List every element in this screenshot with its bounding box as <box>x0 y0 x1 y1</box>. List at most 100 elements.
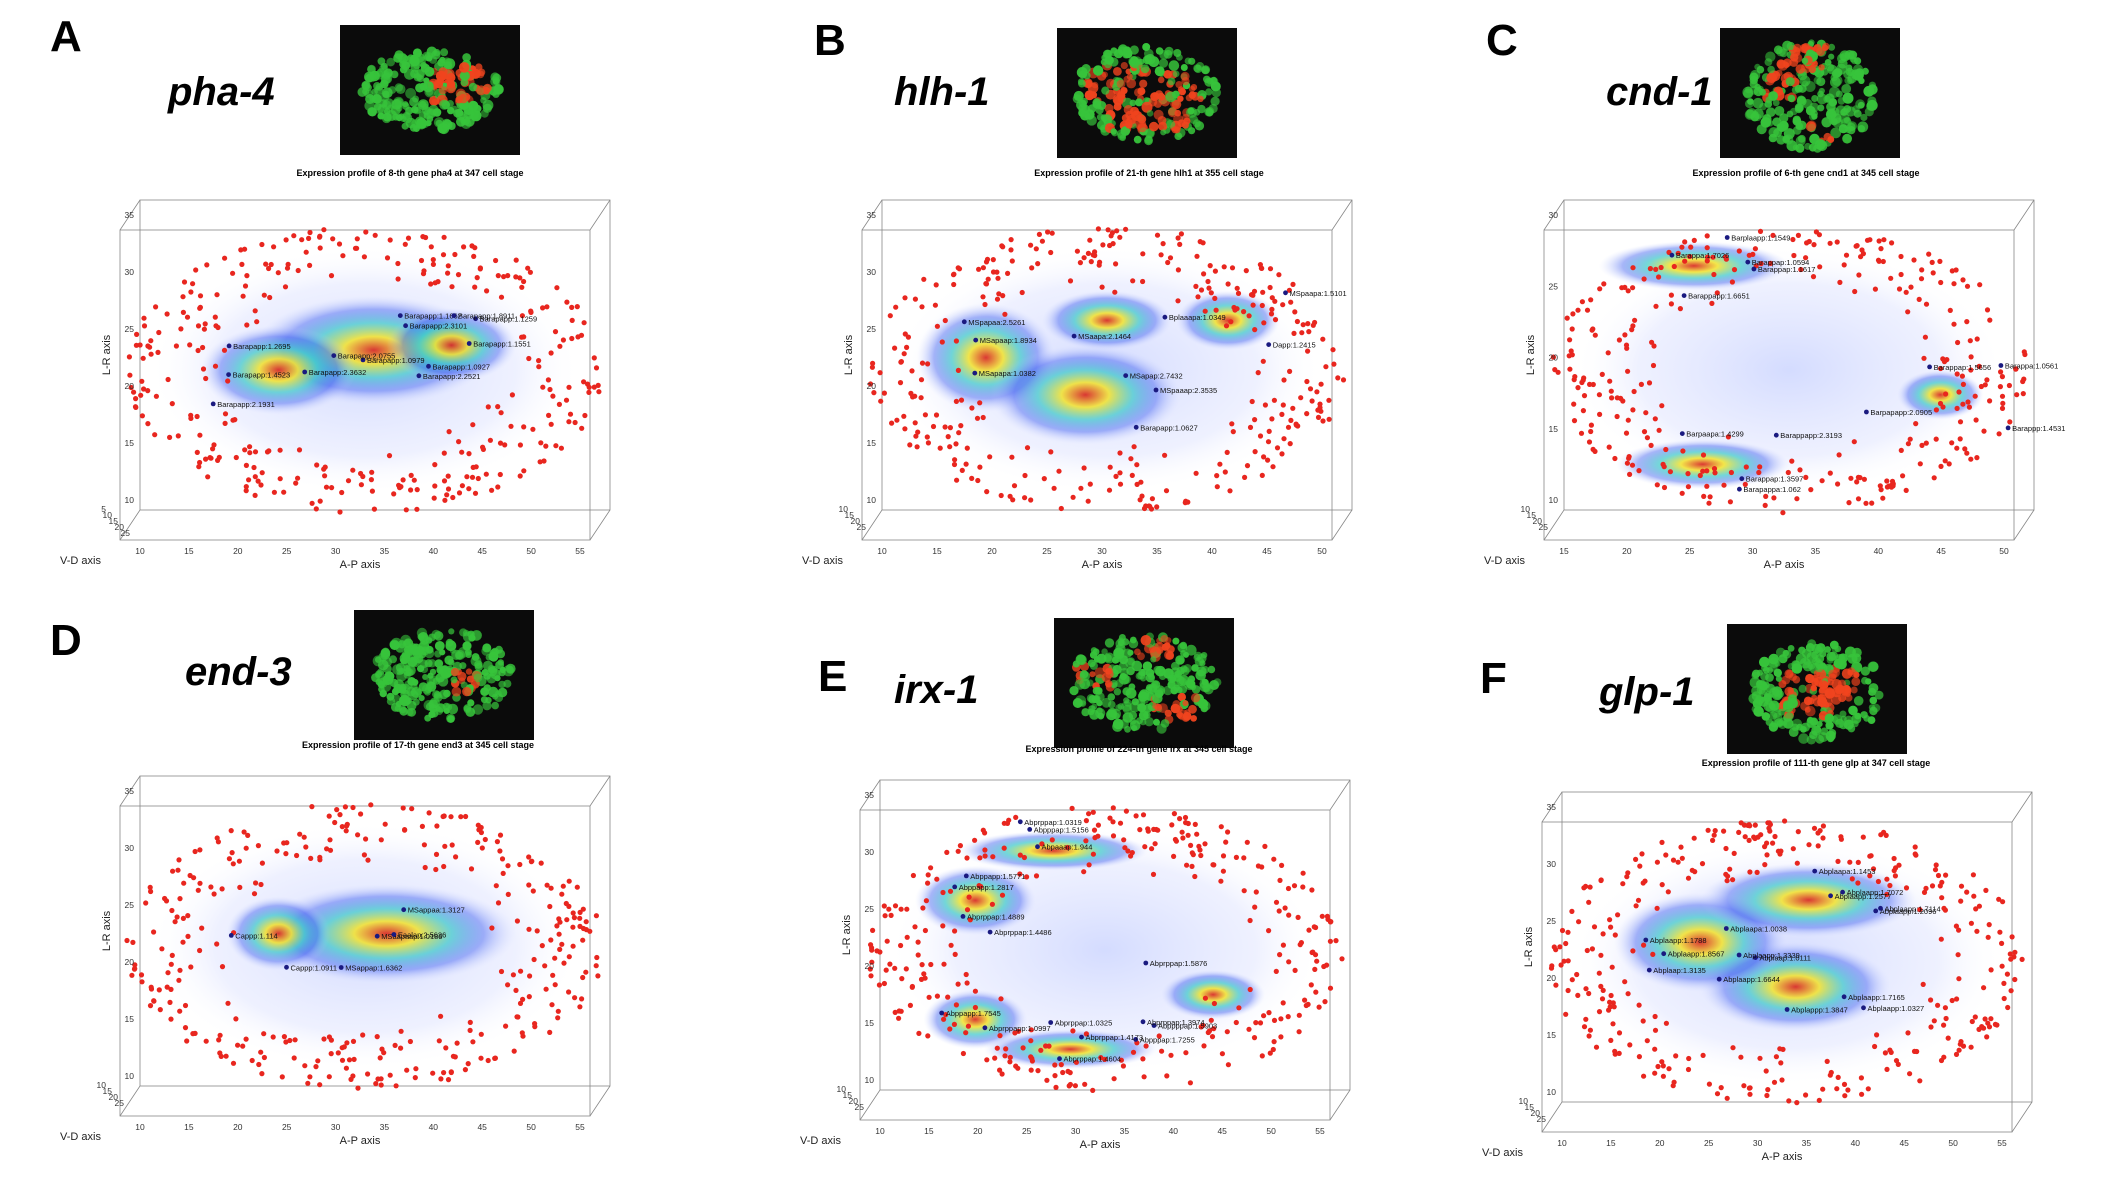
cell-label: Abprppap:1.4889 <box>967 912 1025 921</box>
x-tick-label: 40 <box>1851 1138 1861 1148</box>
y-tick-label: 15 <box>865 1018 875 1028</box>
cell-label: Barapapp:2.0755 <box>338 352 396 361</box>
y-tick-label: 20 <box>867 381 877 391</box>
cell-label: Barappap:1.0594 <box>1752 258 1810 267</box>
x-tick-label: 50 <box>526 546 536 556</box>
ap-axis-label: A-P axis <box>340 1135 381 1147</box>
vd-tick-label: 25 <box>1539 522 1549 532</box>
cell-label: Eaalap:2.5626 <box>398 931 446 940</box>
panel-letter: A <box>50 12 82 61</box>
y-tick-label: 35 <box>867 210 877 220</box>
ap-axis-label: A-P axis <box>1762 1151 1803 1163</box>
vd-tick-label: 15 <box>109 516 119 526</box>
cell-label: Abplaap:1.0111 <box>1760 954 1811 963</box>
vd-tick-label: 10 <box>1521 504 1531 514</box>
x-tick-label: 35 <box>380 546 390 556</box>
y-tick-label: 10 <box>865 1075 875 1085</box>
y-tick-label: 20 <box>1547 973 1557 983</box>
microscope-image <box>354 610 534 740</box>
x-tick-label: 40 <box>1207 546 1217 556</box>
x-tick-label: 20 <box>1622 546 1632 556</box>
vd-tick-label: 20 <box>1533 516 1543 526</box>
microscope-image <box>1720 28 1900 158</box>
cell-label: Abprppap:1.0325 <box>1055 1019 1113 1028</box>
cell-label: Barapapp:2.3632 <box>309 368 367 377</box>
cell-label: Abprppap:1.0319 <box>1024 818 1082 827</box>
cell-label: Barappa:1.7026 <box>1676 251 1729 260</box>
cell-label: Barappa:1.0561 <box>2005 362 2058 371</box>
x-tick-label: 30 <box>1097 546 1107 556</box>
x-tick-label: 30 <box>331 1122 341 1132</box>
x-tick-label: 40 <box>1874 546 1884 556</box>
cell-label: MSappap:1.6362 <box>345 964 402 973</box>
x-tick-label: 25 <box>1704 1138 1714 1148</box>
y-tick-label: 30 <box>865 847 875 857</box>
cell-label: Abppppap:1.5903 <box>1158 1022 1217 1031</box>
panel-letter: E <box>818 652 848 701</box>
y-tick-label: 10 <box>867 495 877 505</box>
ap-axis-label: A-P axis <box>1764 559 1805 571</box>
lr-axis-label: L-R axis <box>101 910 113 951</box>
cell-label: Barappap:1.3597 <box>1746 475 1804 484</box>
cell-label: Dapp:1.2415 <box>1273 341 1316 350</box>
x-tick-label: 30 <box>331 546 341 556</box>
gene-name: glp-1 <box>1599 670 1695 714</box>
cell-label: MSpaaap:2.3535 <box>1160 386 1217 395</box>
x-tick-label: 25 <box>1022 1126 1032 1136</box>
x-tick-label: 25 <box>282 1122 292 1132</box>
cell-label: Barapapp:1.0927 <box>433 362 491 371</box>
cell-label: Barapapp:2.2521 <box>423 372 481 381</box>
cell-label: Barappap:1.5656 <box>1934 363 1992 372</box>
vd-tick-label: 15 <box>1525 1102 1535 1112</box>
x-tick-label: 30 <box>1753 1138 1763 1148</box>
panel-letter: F <box>1480 654 1507 703</box>
plot-title: Expression profile of 17-th gene end3 at… <box>301 740 535 750</box>
cell-label: Abpppap:1.5156 <box>1034 825 1089 834</box>
cell-label: Abplappp:1.3847 <box>1791 1006 1848 1015</box>
ap-axis-label: A-P axis <box>1082 559 1123 571</box>
cell-label: Abprppap:1.4486 <box>994 928 1052 937</box>
cell-label: Abplaapp:1.1788 <box>1650 936 1707 945</box>
panel-letter: D <box>50 616 82 665</box>
lr-axis-label: L-R axis <box>841 914 853 955</box>
cell-label: Barapapp:1.1662 <box>404 312 462 321</box>
lr-axis-label: L-R axis <box>1523 926 1535 967</box>
vd-tick-label: 15 <box>845 510 855 520</box>
lr-axis-label: L-R axis <box>1525 334 1537 375</box>
cell-label: Abppapp:1.7545 <box>946 1009 1001 1018</box>
cell-label: Abpaaap:1.944 <box>1042 843 1093 852</box>
y-tick-label: 20 <box>1549 353 1559 363</box>
x-tick-label: 45 <box>477 1122 487 1132</box>
vd-tick-label: 25 <box>857 522 867 532</box>
vd-tick-label: 15 <box>103 1086 113 1096</box>
cell-label: Abplaapp:1.0327 <box>1868 1004 1925 1013</box>
expression-plot: Barappapp:1.6651 Barappap:1.3597 Barappp:1… <box>1484 180 2084 580</box>
x-tick-label: 10 <box>135 1122 145 1132</box>
y-tick-label: 25 <box>125 324 135 334</box>
cell-label: Abplaapp:1.7072 <box>1847 888 1904 897</box>
y-tick-label: 15 <box>1549 424 1559 434</box>
cell-label: Barapapp:1.8911 <box>458 312 515 321</box>
panel-a: A pha-4 Expression profile of 8-th gene … <box>0 0 707 596</box>
vd-axis-label: V-D axis <box>60 1131 101 1143</box>
x-tick-label: 10 <box>135 546 145 556</box>
y-tick-label: 15 <box>125 438 135 448</box>
y-tick-label: 35 <box>1547 802 1557 812</box>
vd-tick-label: 25 <box>121 528 131 538</box>
x-tick-label: 10 <box>1557 1138 1567 1148</box>
cell-label: Barpapapp:2.0905 <box>1870 408 1932 417</box>
y-tick-label: 25 <box>865 904 875 914</box>
y-tick-label: 10 <box>125 495 135 505</box>
vd-tick-label: 20 <box>109 1092 119 1102</box>
x-tick-label: 30 <box>1071 1126 1081 1136</box>
vd-axis-label: V-D axis <box>60 555 101 567</box>
expression-plot: MSapaap:1.8934 MSpaaap:2.3535 MSaapa:2.146… <box>802 180 1402 580</box>
microscope-image <box>1057 28 1237 158</box>
y-tick-label: 20 <box>125 381 135 391</box>
microscope-image <box>1727 624 1907 754</box>
x-tick-label: 20 <box>233 546 243 556</box>
x-tick-label: 20 <box>987 546 997 556</box>
x-tick-label: 15 <box>1606 1138 1616 1148</box>
plot-title: Expression profile of 111-th gene glp at… <box>1701 758 1931 768</box>
cell-label: Abprppap:1.4604 <box>1064 1055 1122 1064</box>
